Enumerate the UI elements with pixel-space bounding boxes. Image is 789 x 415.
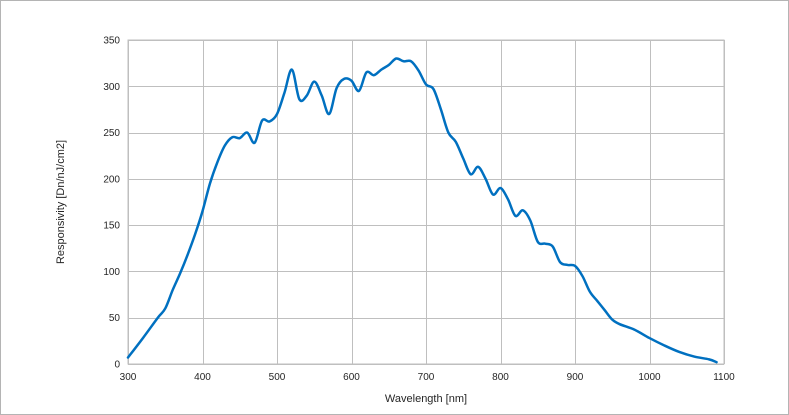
y-tick-labels: 0 50 100 150 200 250 300 350 [103,36,120,371]
x-tick-label: 800 [492,372,509,383]
x-tick-label: 600 [343,372,360,383]
y-tick-label: 0 [114,360,120,371]
x-tick-labels: 300 400 500 600 700 800 900 1000 1100 [120,372,736,383]
y-tick-label: 100 [103,267,120,278]
grid-lines [127,39,725,365]
x-tick-label: 300 [120,372,137,383]
x-tick-label: 900 [567,372,584,383]
x-tick-label: 400 [194,372,211,383]
responsivity-series-line [126,57,718,364]
y-tick-label: 50 [109,313,121,324]
x-tick-label: 500 [269,372,286,383]
x-tick-label: 1100 [713,372,735,383]
y-tick-label: 150 [103,221,120,232]
x-axis-label: Wavelength [nm] [385,393,467,405]
y-axis-label: Responsivity [Dn/nJ/cm2] [55,140,67,264]
x-tick-label: 1000 [638,372,661,383]
x-tick-label: 700 [418,372,435,383]
y-tick-label: 250 [103,128,120,139]
y-tick-label: 350 [103,36,120,47]
y-tick-label: 300 [103,82,120,93]
y-tick-label: 200 [103,174,120,185]
